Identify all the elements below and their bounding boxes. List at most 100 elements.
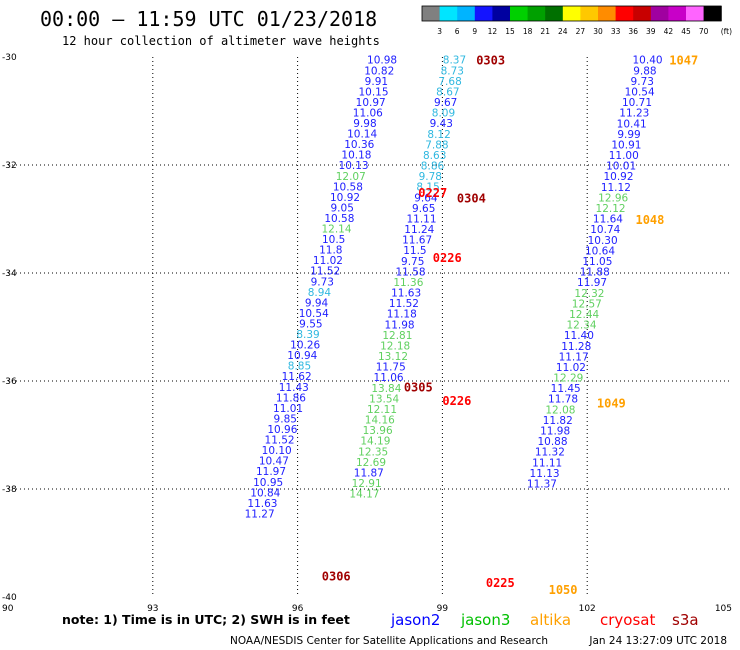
color-scale-frame [421, 5, 722, 22]
swh-value-label: 9.78 [419, 171, 442, 183]
swh-value-label: 9.75 [401, 256, 424, 268]
pass-time-label: 1047 [669, 54, 698, 68]
color-scale-legend: 3 6 9 12 15 18 21 24 27 30 33 36 39 42 45 70 (ft) [421, 5, 732, 36]
color-scale-label: 3 [437, 27, 442, 36]
swh-value-label: 11.63 [391, 288, 421, 300]
swh-value-label: 11.24 [404, 224, 434, 236]
swh-value-label: 11.5 [403, 245, 426, 257]
color-scale-label: 9 [472, 27, 477, 36]
swh-value-label: 12.57 [572, 298, 602, 310]
swh-value-label: 10.26 [290, 340, 320, 352]
color-scale-swatch [668, 6, 687, 21]
swh-value-label: 9.99 [617, 129, 640, 141]
swh-value-label: 12.18 [380, 340, 410, 352]
color-scale-swatch [686, 6, 705, 21]
legend-entry-jason2: jason2 [390, 611, 440, 629]
color-scale-swatch [510, 6, 529, 21]
swh-value-label: 9.91 [365, 76, 388, 88]
pass-time-label: 0304 [457, 191, 486, 205]
swh-value-label: 10.14 [347, 129, 377, 141]
swh-value-label: 9.85 [274, 413, 297, 425]
swh-value-label: 10.54 [625, 86, 655, 98]
swh-value-label: 10.84 [250, 487, 280, 499]
swh-value-label: 11.98 [540, 426, 570, 438]
wave-height-values: 10.9810.829.9110.1510.9711.069.9810.1410… [245, 55, 663, 521]
pass-time-label: 1048 [635, 213, 664, 227]
swh-value-label: 10.54 [299, 308, 329, 320]
swh-value-label: 8.39 [296, 329, 319, 341]
swh-value-label: 13.96 [363, 425, 393, 437]
swh-value-label: 11.12 [601, 182, 631, 194]
swh-value-label: 12.69 [356, 457, 386, 469]
swh-value-label: 10.95 [253, 477, 283, 489]
y-tick-label: -30 [2, 53, 17, 63]
swh-value-label: 11.64 [593, 214, 623, 226]
swh-value-label: 14.16 [365, 415, 395, 427]
color-scale-swatch [545, 6, 564, 21]
swh-value-label: 8.67 [436, 86, 459, 98]
swh-value-label: 9.43 [430, 118, 453, 130]
swh-value-label: 10.88 [537, 436, 567, 448]
swh-value-label: 8.12 [427, 129, 450, 141]
swh-value-label: 8.85 [288, 361, 311, 373]
swh-value-label: 9.73 [311, 276, 334, 288]
swh-value-label: 10.97 [356, 97, 386, 109]
swh-value-label: 8.63 [423, 150, 446, 162]
swh-value-label: 10.64 [585, 245, 615, 257]
x-tick-label: 93 [147, 604, 158, 614]
x-tick-label: 90 [2, 604, 14, 614]
swh-value-label: 11.40 [564, 330, 594, 342]
swh-value-label: 10.58 [333, 181, 363, 193]
y-tick-label: -38 [2, 485, 17, 495]
color-scale-unit: (ft) [721, 27, 732, 36]
swh-value-label: 11.28 [561, 341, 591, 353]
pass-time-label: 0225 [486, 576, 515, 590]
swh-value-label: 11.23 [619, 108, 649, 120]
x-tick-label: 105 [715, 604, 732, 614]
color-scale-label: 27 [576, 27, 586, 36]
swh-value-label: 8.73 [441, 65, 464, 77]
swh-value-label: 11.98 [385, 319, 415, 331]
color-scale-label: 45 [681, 27, 691, 36]
swh-value-label: 11.67 [402, 235, 432, 247]
pass-time-label: 0305 [404, 380, 433, 394]
color-scale-label: 12 [488, 27, 498, 36]
swh-value-label: 9.88 [633, 65, 656, 77]
swh-value-label: 12.14 [321, 224, 351, 236]
color-scale-swatch [562, 6, 581, 21]
color-scale-swatch [580, 6, 599, 21]
swh-value-label: 11.13 [530, 468, 560, 480]
chart-title: 00:00 – 11:59 UTC 01/23/2018 [40, 7, 377, 31]
swh-value-label: 11.97 [577, 277, 607, 289]
color-scale-swatch [474, 6, 493, 21]
swh-value-label: 11.05 [582, 256, 612, 268]
color-scale-label: 18 [523, 27, 533, 36]
swh-value-label: 11.86 [276, 392, 306, 404]
color-scale-label: 6 [455, 27, 460, 36]
swh-value-label: 10.10 [262, 445, 292, 457]
pass-time-label: 0306 [322, 569, 351, 583]
swh-value-label: 12.12 [596, 203, 626, 215]
pass-time-label: 1050 [549, 583, 578, 597]
swh-value-label: 12.96 [598, 192, 628, 204]
swh-value-label: 11.88 [580, 267, 610, 279]
y-tick-label: -34 [2, 269, 17, 279]
swh-value-label: 10.30 [588, 235, 618, 247]
swh-value-label: 11.52 [265, 435, 295, 447]
swh-value-label: 9.94 [305, 297, 329, 309]
swh-value-label: 12.29 [553, 373, 583, 385]
swh-value-label: 11.82 [543, 415, 573, 427]
color-scale-label: 39 [646, 27, 656, 36]
pass-time-label: 0226 [442, 394, 471, 408]
swh-value-label: 10.82 [364, 65, 394, 77]
plot-grid [8, 57, 732, 597]
swh-value-label: 10.94 [287, 350, 317, 362]
swh-value-label: 10.41 [617, 118, 647, 130]
swh-value-label: 9.64 [414, 192, 438, 204]
color-scale-swatch [439, 6, 458, 21]
x-tick-label: 96 [292, 604, 304, 614]
swh-value-label: 9.73 [631, 76, 654, 88]
swh-value-label: 10.58 [324, 213, 354, 225]
color-scale-swatch [598, 6, 617, 21]
swh-value-label: 8.37 [443, 55, 466, 67]
